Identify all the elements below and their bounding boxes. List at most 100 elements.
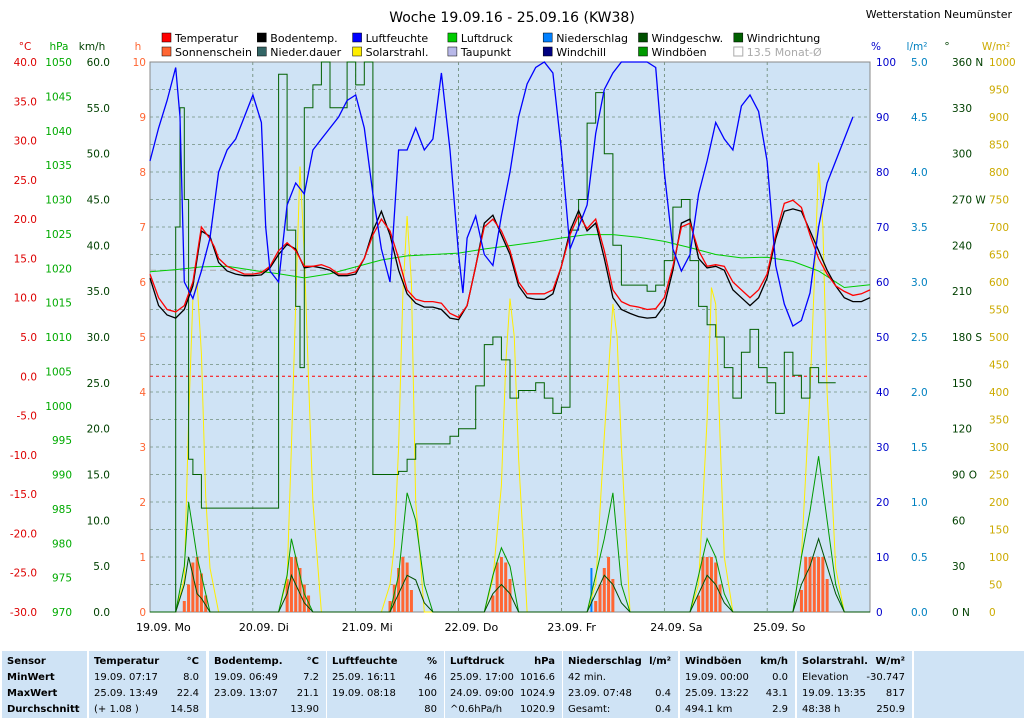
- sonnenschein-bar: [799, 590, 803, 612]
- table-cell-bg: [2, 651, 87, 718]
- pressure-axis-tick: 1040: [45, 126, 72, 138]
- rain-axis-tick: 5.0: [911, 57, 928, 69]
- pressure-axis-tick: 990: [52, 470, 72, 482]
- table-column-title: Bodentemp.: [214, 656, 283, 667]
- pressure-axis-tick: 1005: [45, 366, 72, 378]
- temp-axis-tick: -20.0: [10, 528, 37, 540]
- table-cell-bg: [209, 651, 326, 718]
- table-cell-label: 19.09. 08:18: [332, 688, 396, 699]
- hours-axis-tick: 1: [139, 552, 146, 564]
- table-column-unit: %: [426, 656, 437, 667]
- table-cell-value: 0.4: [655, 704, 671, 715]
- legend-label: 13.5 Monat-Ø: [747, 46, 822, 59]
- x-day-label: 21.09. Mi: [342, 621, 393, 634]
- temp-axis-tick: 40.0: [14, 57, 37, 69]
- sonnenschein-bar: [187, 584, 191, 612]
- table-cell-bg: [680, 651, 795, 718]
- sonnenschein-bar: [697, 595, 701, 612]
- sonnenschein-bar: [204, 595, 208, 612]
- wind-axis-tick: 15.0: [87, 470, 110, 482]
- table-column-title: Luftfeuchte: [332, 656, 398, 667]
- pressure-axis-tick: 1045: [45, 91, 72, 103]
- sonnenschein-bar: [289, 557, 293, 612]
- table-cell-value: -30.747: [866, 672, 905, 683]
- table-cell-label: (+ 1.08 ): [94, 704, 139, 715]
- legend-label: Niederschlag: [556, 32, 628, 45]
- legend-swatch: [161, 46, 172, 57]
- solar-axis-tick: 900: [989, 112, 1009, 124]
- wind-axis-tick: 25.0: [87, 378, 110, 390]
- pressure-axis-tick: 1015: [45, 298, 72, 310]
- grid: [149, 61, 871, 613]
- table-cell-label: ^0.6hPa/h: [450, 704, 503, 715]
- table-cell-label: 25.09. 16:11: [332, 672, 396, 683]
- rain-axis-tick: 4.0: [911, 167, 928, 179]
- solar-axis-tick: 700: [989, 222, 1009, 234]
- hours-axis-tick: 9: [139, 112, 146, 124]
- wind-axis-tick: 30.0: [87, 332, 110, 344]
- table-cell-value: 7.2: [303, 672, 319, 683]
- direction-axis-tick: 270 W: [952, 195, 986, 207]
- legend-swatch: [638, 32, 648, 43]
- direction-axis-tick: 0 N: [952, 607, 970, 619]
- solar-unit-label: W/m²: [982, 41, 1010, 53]
- wind-axis-tick: 5.0: [93, 561, 110, 573]
- table-cell-label: Elevation: [802, 672, 849, 683]
- sonnenschein-bar: [397, 568, 401, 612]
- sonnenschein-bar: [495, 562, 499, 612]
- table-cell-label: 19.09. 06:49: [214, 672, 278, 683]
- solar-axis-tick: 650: [989, 250, 1009, 262]
- temp-axis-tick: -25.0: [10, 568, 37, 580]
- table-cell-label: 48:38 h: [802, 704, 841, 715]
- x-day-label: 20.09. Di: [239, 621, 289, 634]
- table-cell-label: 25.09. 13:22: [685, 688, 749, 699]
- rain-axis-tick: 3.5: [911, 222, 928, 234]
- pressure-axis-tick: 995: [52, 435, 72, 447]
- table-cell-label: 23.09. 07:48: [568, 688, 632, 699]
- x-day-label: 19.09. Mo: [136, 621, 191, 634]
- pressure-axis-tick: 1050: [45, 57, 72, 69]
- hours-axis-tick: 2: [139, 497, 146, 509]
- sonnenschein-bar: [607, 557, 611, 612]
- table-cell-label: 19.09. 07:17: [94, 672, 158, 683]
- table-column-title: Solarstrahl.: [802, 656, 868, 667]
- table-column-title: Niederschlag: [568, 656, 642, 667]
- rain-axis-tick: 0.5: [911, 552, 928, 564]
- table-column-unit: °C: [186, 656, 199, 667]
- sonnenschein-bar: [709, 557, 713, 612]
- legend-swatch: [352, 32, 362, 43]
- hours-axis-tick: 3: [139, 442, 146, 454]
- legend-swatch: [542, 46, 553, 57]
- chart-title: Woche 19.09.16 - 25.09.16 (KW38): [389, 10, 635, 26]
- temp-axis-tick: -5.0: [17, 411, 38, 423]
- legend-swatch: [161, 32, 172, 43]
- pressure-axis-tick: 1035: [45, 160, 72, 172]
- hours-axis-tick: 8: [139, 167, 146, 179]
- series-layer: [149, 61, 871, 613]
- solar-axis-tick: 300: [989, 442, 1009, 454]
- solar-axis-tick: 850: [989, 140, 1009, 152]
- direction-unit-label: °: [944, 41, 949, 53]
- table-cell-bg: [89, 651, 206, 718]
- direction-axis-tick: 330: [952, 103, 972, 115]
- pressure-axis-tick: 1030: [45, 195, 72, 207]
- table-cell-label: 25.09. 13:49: [94, 688, 158, 699]
- temp-axis-tick: 25.0: [14, 175, 37, 187]
- sonnenschein-bar: [508, 579, 512, 612]
- temp-axis-tick: 0.0: [20, 371, 37, 383]
- wind-axis-tick: 55.0: [87, 103, 110, 115]
- humidity-axis-tick: 0: [876, 607, 883, 619]
- legend-swatch: [447, 32, 458, 43]
- pressure-axis-tick: 1000: [45, 401, 72, 413]
- sonnenschein-bar: [405, 562, 409, 612]
- sonnenschein-bar: [821, 557, 825, 612]
- sonnenschein-bar: [388, 601, 392, 612]
- legend-swatch: [447, 46, 458, 57]
- direction-axis-tick: 90 O: [952, 470, 977, 482]
- legend-label: Windböen: [652, 46, 707, 59]
- table-cell-value: 2.9: [772, 704, 788, 715]
- direction-axis-tick: 30: [952, 561, 965, 573]
- legend-label: Luftfeuchte: [366, 32, 429, 45]
- legend-swatch: [257, 46, 267, 57]
- sonnenschein-bar: [808, 557, 812, 612]
